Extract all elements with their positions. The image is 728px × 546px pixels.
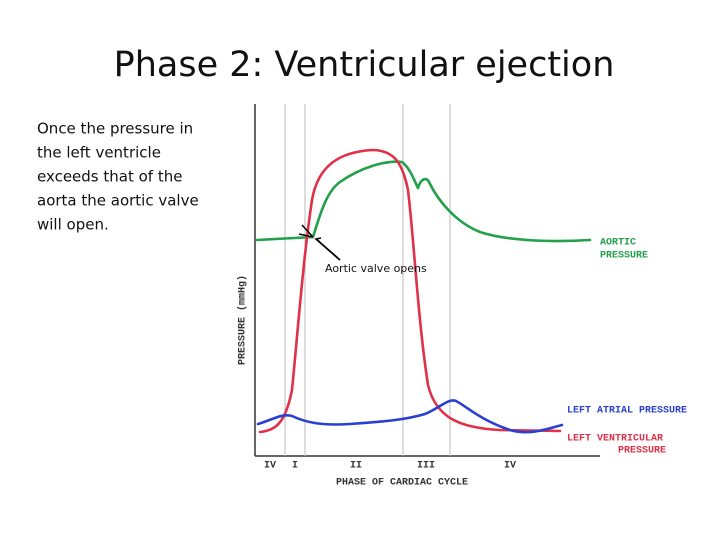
phase-label: IV	[264, 461, 276, 472]
curve-label: PRESSURE	[618, 446, 666, 457]
description-line: exceeds that of the	[37, 168, 182, 186]
phase-label: IV	[504, 461, 516, 472]
arrow-tip	[314, 237, 322, 243]
x-axis-label: PHASE OF CARDIAC CYCLE	[336, 478, 468, 489]
slide-title: Phase 2: Ventricular ejection	[114, 45, 615, 85]
y-axis-label: PRESSURE (mmHg)	[237, 275, 249, 365]
phase-label: I	[292, 461, 298, 472]
description-line: aorta the aortic valve	[37, 192, 199, 210]
curve-label: LEFT VENTRICULAR	[567, 434, 663, 445]
curve-label: AORTIC	[600, 238, 636, 249]
annotation: Aortic valve opens	[325, 262, 427, 275]
description-line: the left ventricle	[37, 144, 161, 162]
aortic-pressure-curve	[255, 160, 592, 243]
curve-label: PRESSURE	[600, 251, 648, 262]
phase-label: II	[350, 461, 362, 472]
atrial-pressure-curve	[256, 399, 564, 434]
description: Once the pressure in the left ventricle …	[37, 120, 199, 234]
ventricular-pressure-curve	[258, 148, 562, 434]
arrow	[315, 238, 341, 261]
description-line: will open.	[37, 216, 109, 234]
phase-label: III	[417, 461, 435, 472]
description-line: Once the pressure in	[37, 120, 193, 138]
arrow-head	[298, 224, 314, 238]
curve-label: LEFT ATRIAL PRESSURE	[567, 406, 687, 417]
